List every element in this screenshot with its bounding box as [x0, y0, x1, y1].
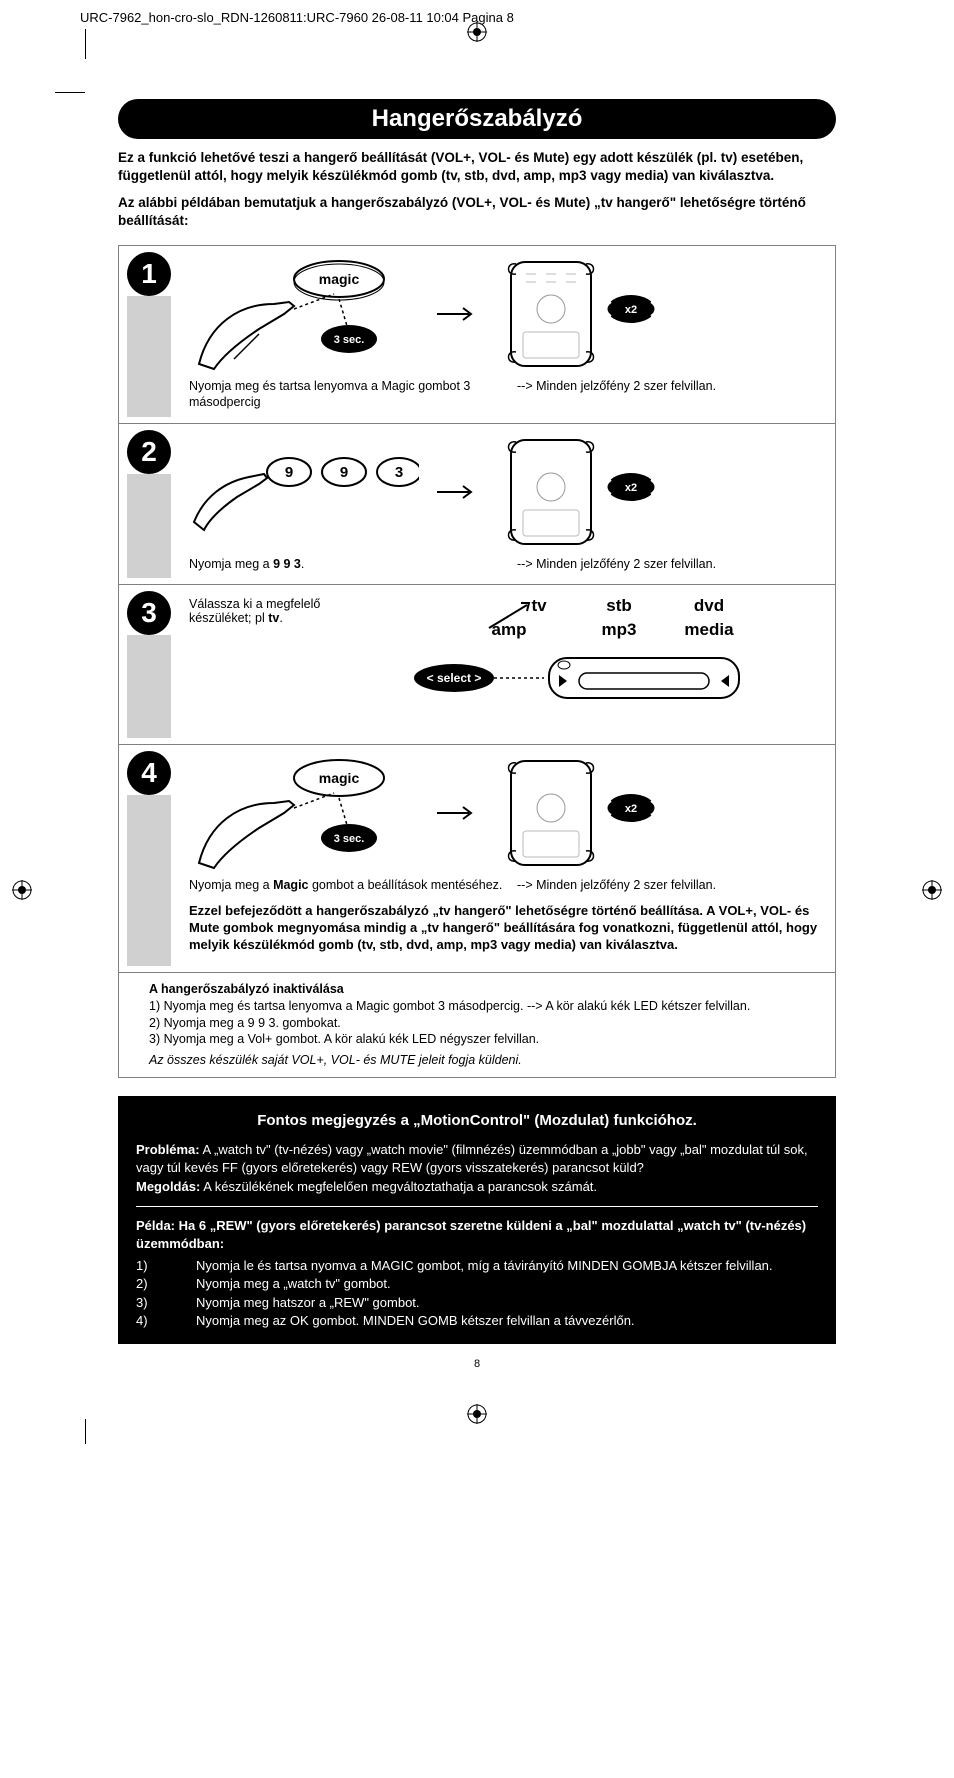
- step3-diagram-devices: tv stb dvd amp mp3 media < select >: [349, 593, 749, 723]
- page-title: Hangerőszabályzó: [118, 99, 836, 139]
- step2-diagram-remote: x2: [491, 432, 671, 552]
- blackbox-title: Fontos megjegyzés a „MotionControl" (Moz…: [136, 1110, 818, 1131]
- pelda-title: Példa: Ha 6 „REW" (gyors előretekerés) p…: [136, 1217, 818, 1253]
- step3-text-left-b: tv: [268, 611, 279, 625]
- step4-text-left-a: Nyomja meg a: [189, 878, 273, 892]
- pelda-list: 1)Nyomja le és tartsa nyomva a MAGIC gom…: [136, 1257, 818, 1330]
- svg-text:< select >: < select >: [427, 671, 482, 685]
- crop-marks: [0, 29, 954, 99]
- svg-text:stb: stb: [606, 596, 632, 615]
- steps-container: 1 magic 3 se: [118, 245, 836, 973]
- step4-text-left-c: gombot a beállítások mentéséhez.: [309, 878, 503, 892]
- svg-text:tv: tv: [531, 596, 547, 615]
- step-4: 4 magic 3 sec.: [119, 745, 835, 972]
- svg-text:dvd: dvd: [694, 596, 724, 615]
- registration-mark-left: [12, 880, 32, 900]
- step4-diagram-remote: x2: [491, 753, 671, 873]
- step4-text-left-b: Magic: [273, 878, 308, 892]
- blackbox-problema: Probléma: A „watch tv" (tv-nézés) vagy „…: [136, 1141, 818, 1177]
- arrow-icon: [435, 304, 475, 324]
- inactivate-italic: Az összes készülék saját VOL+, VOL- és M…: [149, 1052, 827, 1069]
- inactivate-item-2: 2) Nyomja meg a 9 9 3. gombokat.: [149, 1015, 827, 1032]
- step-number: 3: [127, 591, 171, 635]
- step2-text-left-c: .: [301, 557, 304, 571]
- svg-text:magic: magic: [319, 770, 360, 786]
- step-gray-bar: [127, 795, 171, 966]
- inactivate-item-1: 1) Nyomja meg és tartsa lenyomva a Magic…: [165, 998, 827, 1015]
- step3-text-left-a: Válassza ki a megfelelő készüléket; pl: [189, 597, 320, 625]
- step4-text-right: --> Minden jelzőfény 2 szer felvillan.: [517, 877, 835, 893]
- step-gray-bar: [127, 474, 171, 578]
- registration-mark-right: [922, 880, 942, 900]
- step2-text-left-b: 9 9 3: [273, 557, 301, 571]
- svg-text:mp3: mp3: [602, 620, 637, 639]
- step1-diagram-remote: x2: [491, 254, 671, 374]
- motioncontrol-note: Fontos megjegyzés a „MotionControl" (Moz…: [118, 1096, 836, 1344]
- sec-label: 3 sec.: [334, 334, 365, 346]
- arrow-icon: [435, 803, 475, 823]
- digit-2: 9: [340, 464, 348, 481]
- step-2: 2 9 9 3: [119, 424, 835, 585]
- step-gray-bar: [127, 296, 171, 417]
- blackbox-megoldas: Megoldás: A készülékének megfelelően meg…: [136, 1178, 818, 1196]
- registration-mark-bottom: [467, 1404, 487, 1424]
- print-header: URC-7962_hon-cro-slo_RDN-1260811:URC-796…: [0, 0, 954, 29]
- step1-text-left: Nyomja meg és tartsa lenyomva a Magic go…: [189, 378, 517, 411]
- svg-text:x2: x2: [625, 803, 637, 815]
- digit-3: 3: [395, 464, 403, 481]
- digit-1: 9: [285, 464, 293, 481]
- svg-text:media: media: [684, 620, 734, 639]
- step1-diagram-hand-magic: magic 3 sec.: [189, 254, 419, 374]
- intro-paragraph-1: Ez a funkció lehetővé teszi a hangerő be…: [118, 149, 836, 184]
- magic-label: magic: [319, 271, 360, 287]
- step-number: 1: [127, 252, 171, 296]
- intro-paragraph-2: Az alábbi példában bemutatjuk a hangerős…: [118, 194, 836, 229]
- inactivate-title: A hangerőszabályzó inaktiválása: [149, 981, 827, 998]
- step-number: 4: [127, 751, 171, 795]
- inactivate-item-3: 3) Nyomja meg a Vol+ gombot. A kör alakú…: [149, 1031, 827, 1048]
- conclusion-text: Ezzel befejeződött a hangerőszabályzó „t…: [189, 897, 835, 964]
- step2-text-right: --> Minden jelzőfény 2 szer felvillan.: [517, 556, 835, 572]
- step4-diagram-hand-magic: magic 3 sec.: [189, 753, 419, 873]
- page-number: 8: [118, 1358, 836, 1370]
- divider: [136, 1206, 818, 1207]
- step2-text-left-a: Nyomja meg a: [189, 557, 273, 571]
- header-text: URC-7962_hon-cro-slo_RDN-1260811:URC-796…: [80, 10, 514, 25]
- x2-label: x2: [625, 304, 637, 316]
- step-3: 3 Válassza ki a megfelelő készüléket; pl…: [119, 585, 835, 745]
- step2-diagram-hand-digits: 9 9 3: [189, 442, 419, 542]
- x2-label: x2: [625, 482, 637, 494]
- inactivate-box: A hangerőszabályzó inaktiválása 1) Nyomj…: [118, 973, 836, 1078]
- step-gray-bar: [127, 635, 171, 738]
- step-number: 2: [127, 430, 171, 474]
- arrow-icon: [435, 482, 475, 502]
- svg-text:3 sec.: 3 sec.: [334, 833, 365, 845]
- step1-text-right: --> Minden jelzőfény 2 szer felvillan.: [517, 378, 835, 411]
- step-1: 1 magic 3 se: [119, 246, 835, 424]
